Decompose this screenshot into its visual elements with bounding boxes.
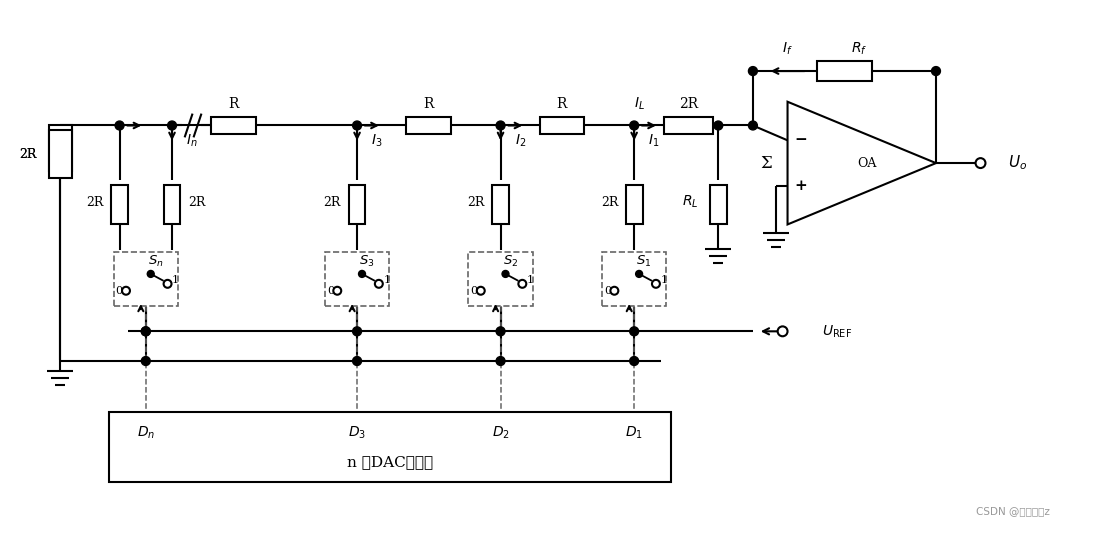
Text: R: R (228, 97, 238, 111)
Bar (493, 185, 509, 224)
Circle shape (353, 327, 362, 336)
Circle shape (630, 121, 639, 130)
Text: 0: 0 (470, 286, 477, 296)
Text: 1: 1 (383, 275, 391, 285)
Bar (49, 125, 72, 171)
Text: 2R: 2R (679, 97, 699, 111)
Text: 2R: 2R (323, 195, 341, 209)
Circle shape (353, 357, 362, 365)
Circle shape (167, 121, 176, 130)
Circle shape (635, 270, 642, 277)
Circle shape (748, 121, 757, 130)
Text: $S_2$: $S_2$ (503, 254, 518, 269)
Circle shape (748, 67, 757, 75)
Text: Σ: Σ (759, 154, 772, 171)
Text: $D_3$: $D_3$ (348, 425, 366, 442)
Circle shape (477, 287, 485, 295)
Circle shape (503, 270, 509, 277)
Bar (710, 185, 726, 224)
Text: $I_n$: $I_n$ (186, 132, 198, 148)
Bar (164, 185, 180, 224)
Text: $U_{\mathrm{REF}}$: $U_{\mathrm{REF}}$ (823, 323, 852, 340)
Text: $D_2$: $D_2$ (492, 425, 509, 442)
Text: −: − (794, 134, 807, 147)
Text: R: R (423, 97, 434, 111)
Text: $I_2$: $I_2$ (515, 132, 526, 148)
Circle shape (496, 121, 505, 130)
Text: 2R: 2R (19, 148, 37, 161)
Circle shape (496, 327, 505, 336)
Circle shape (630, 357, 639, 365)
Text: 1: 1 (527, 275, 534, 285)
Text: $R_f$: $R_f$ (851, 41, 868, 58)
Circle shape (142, 327, 151, 336)
Bar (602, 252, 666, 306)
Bar (539, 117, 584, 134)
Circle shape (610, 287, 619, 295)
Text: 0: 0 (604, 286, 611, 296)
Text: $S_n$: $S_n$ (148, 254, 164, 269)
Circle shape (353, 121, 362, 130)
Circle shape (975, 158, 985, 168)
Text: $I_f$: $I_f$ (783, 41, 793, 58)
Text: $D_1$: $D_1$ (625, 425, 643, 442)
Bar (211, 117, 256, 134)
Text: R: R (557, 97, 567, 111)
Text: n 位DAC寄存器: n 位DAC寄存器 (346, 456, 433, 469)
Text: $I_1$: $I_1$ (649, 132, 660, 148)
Circle shape (115, 121, 124, 130)
Text: 2R: 2R (188, 195, 206, 209)
Text: $I_3$: $I_3$ (371, 132, 383, 148)
Circle shape (777, 326, 787, 336)
Bar (49, 130, 72, 178)
Circle shape (652, 280, 660, 288)
Text: 0: 0 (327, 286, 334, 296)
Bar (324, 252, 390, 306)
Bar (468, 252, 532, 306)
Text: 0: 0 (115, 286, 123, 296)
Text: 1: 1 (172, 275, 179, 285)
Text: $U_o$: $U_o$ (1007, 154, 1026, 172)
Bar (108, 412, 671, 482)
Text: 2R: 2R (86, 195, 104, 209)
Circle shape (496, 357, 505, 365)
Text: $R_L$: $R_L$ (682, 194, 699, 210)
Circle shape (630, 327, 639, 336)
Text: +: + (794, 179, 807, 193)
Circle shape (518, 280, 526, 288)
Circle shape (714, 121, 723, 130)
Text: CSDN @如图所示z: CSDN @如图所示z (976, 506, 1049, 516)
Circle shape (931, 67, 941, 75)
Text: $S_1$: $S_1$ (637, 254, 652, 269)
Circle shape (122, 287, 130, 295)
Text: 2R: 2R (601, 195, 618, 209)
Bar (114, 252, 178, 306)
Bar (406, 117, 451, 134)
Text: 2R: 2R (467, 195, 485, 209)
Bar (817, 61, 871, 81)
Circle shape (142, 357, 151, 365)
Bar (625, 185, 642, 224)
Text: $I_L$: $I_L$ (633, 96, 644, 112)
Text: $D_n$: $D_n$ (136, 425, 155, 442)
Text: OA: OA (857, 156, 877, 170)
Circle shape (147, 270, 154, 277)
Bar (111, 185, 128, 224)
Circle shape (375, 280, 383, 288)
Text: 1: 1 (660, 275, 668, 285)
Text: $S_3$: $S_3$ (359, 254, 375, 269)
Circle shape (359, 270, 365, 277)
Circle shape (164, 280, 172, 288)
Text: 2R: 2R (19, 148, 37, 161)
Bar (664, 117, 713, 134)
Bar (349, 185, 365, 224)
Circle shape (142, 327, 151, 336)
Circle shape (333, 287, 341, 295)
